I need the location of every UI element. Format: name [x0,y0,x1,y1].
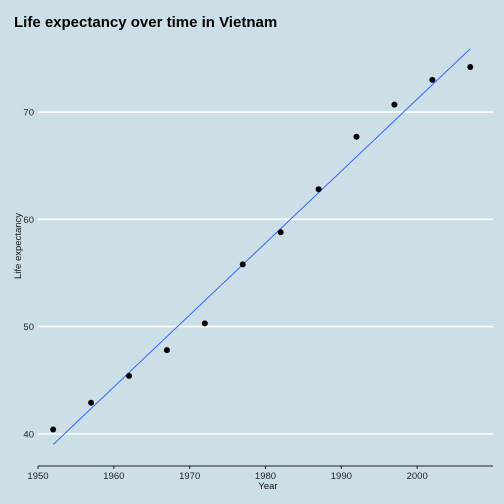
y-tick-label: 70 [23,108,34,119]
trend-line [52,48,471,445]
y-tick-label: 60 [23,215,34,226]
data-point [163,347,170,354]
trend-line-group [52,48,471,445]
x-tick-label: 1980 [255,471,276,482]
data-point [239,261,246,268]
y-tick-label: 40 [23,429,34,440]
x-tick-label: 1950 [27,471,48,482]
x-tick-label: 1970 [179,471,200,482]
y-axis-label: Life expectancy [13,213,24,279]
data-points [50,64,474,433]
chart-title: Life expectancy over time in Vietnam [14,14,277,31]
data-point [201,320,208,327]
data-point [88,399,95,406]
y-axis: 40 50 60 70 [23,108,34,441]
x-tick-label: 1960 [103,471,124,482]
data-point [467,64,474,71]
data-point [353,133,360,140]
data-point [50,426,57,433]
data-point [391,101,398,108]
data-point [126,372,132,379]
data-point [315,186,322,193]
y-tick-label: 50 [23,322,34,333]
x-axis: 1950 1960 1970 1980 1990 2000 [27,465,493,482]
x-tick-label: 2000 [407,471,428,482]
x-axis-label: Year [258,481,277,492]
x-tick-label: 1990 [331,471,352,482]
data-point [277,229,284,236]
data-point [429,76,436,83]
grid-lines [38,111,493,435]
